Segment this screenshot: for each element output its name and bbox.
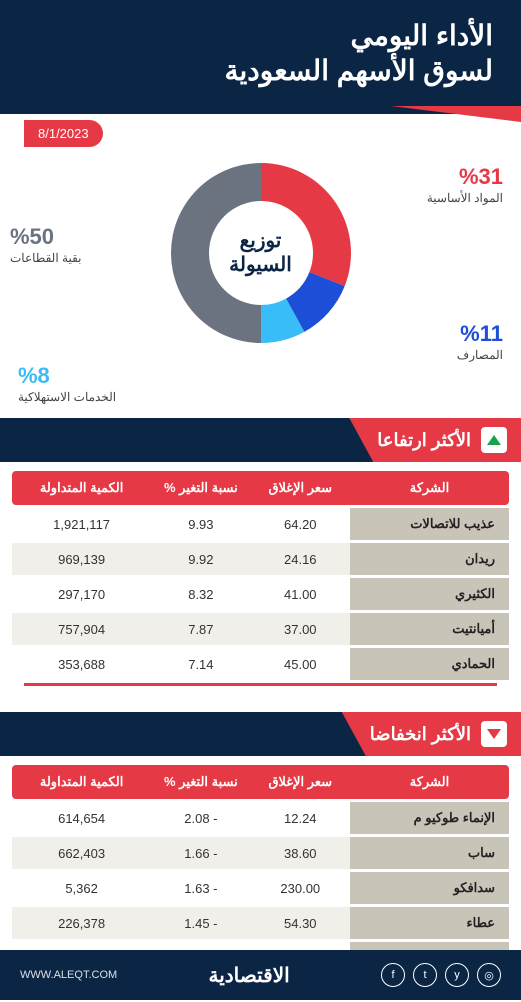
cell-price: 12.24 (251, 802, 350, 834)
col-volume: الكمية المتداولة (12, 765, 151, 799)
cell-company: أميانتيت (350, 613, 509, 645)
segment-pct-0: %31 (427, 164, 503, 190)
twitter-icon[interactable]: t (413, 963, 437, 987)
cell-change: 9.92 (151, 543, 250, 575)
segment-name-3: بقية القطاعات (10, 251, 81, 265)
footer-brand: الاقتصادية (208, 963, 289, 988)
cell-company: الحمادي (350, 648, 509, 680)
title-line1: الأداء اليومي (350, 20, 493, 51)
col-company: الشركة (350, 765, 509, 799)
cell-company: عطاء (350, 907, 509, 939)
cell-price: 24.16 (251, 543, 350, 575)
cell-change: - 1.66 (151, 837, 250, 869)
col-change: نسبة التغير % (151, 471, 250, 505)
table-header-row: الشركة سعر الإغلاق نسبة التغير % الكمية … (12, 471, 509, 505)
gainers-table: الشركة سعر الإغلاق نسبة التغير % الكمية … (12, 468, 509, 683)
cell-price: 54.30 (251, 907, 350, 939)
header: الأداء اليومي لسوق الأسهم السعودية (0, 0, 521, 114)
table-header-row: الشركة سعر الإغلاق نسبة التغير % الكمية … (12, 765, 509, 799)
cell-price: 230.00 (251, 872, 350, 904)
down-arrow-icon (481, 721, 507, 747)
cell-price: 64.20 (251, 508, 350, 540)
cell-company: الإنماء طوكيو م (350, 802, 509, 834)
segment-pct-1: %11 (457, 321, 503, 347)
segment-label-1: %11 المصارف (457, 321, 503, 362)
segment-pct-3: %50 (10, 224, 81, 250)
col-volume: الكمية المتداولة (12, 471, 151, 505)
segment-pct-2: %8 (18, 363, 116, 389)
donut-chart: توزيع السيولة (166, 158, 356, 348)
cell-price: 37.00 (251, 613, 350, 645)
cell-volume: 757,904 (12, 613, 151, 645)
cell-volume: 614,654 (12, 802, 151, 834)
donut-center-line2: السيولة (229, 254, 292, 276)
segment-name-1: المصارف (457, 348, 503, 362)
cell-price: 45.00 (251, 648, 350, 680)
table-row: أميانتيت37.007.87757,904 (12, 613, 509, 645)
col-company: الشركة (350, 471, 509, 505)
table-row: ساب38.60- 1.66662,403 (12, 837, 509, 869)
losers-table: الشركة سعر الإغلاق نسبة التغير % الكمية … (12, 762, 509, 977)
cell-volume: 353,688 (12, 648, 151, 680)
segment-label-0: %31 المواد الأساسية (427, 164, 503, 205)
youtube-icon[interactable]: y (445, 963, 469, 987)
cell-volume: 662,403 (12, 837, 151, 869)
losers-banner: الأكثر انخفاضا (0, 712, 521, 756)
table-row: عطاء54.30- 1.45226,378 (12, 907, 509, 939)
segment-name-0: المواد الأساسية (427, 191, 503, 205)
table-row: سدافكو230.00- 1.635,362 (12, 872, 509, 904)
table-row: الحمادي45.007.14353,688 (12, 648, 509, 680)
cell-company: الكثيري (350, 578, 509, 610)
cell-change: 8.32 (151, 578, 250, 610)
footer: ◎ y t f الاقتصادية WWW.ALEQT.COM (0, 950, 521, 1000)
cell-volume: 969,139 (12, 543, 151, 575)
cell-volume: 297,170 (12, 578, 151, 610)
cell-change: - 2.08 (151, 802, 250, 834)
social-icons: ◎ y t f (381, 963, 501, 987)
date-badge: 8/1/2023 (24, 120, 103, 147)
gainers-table-wrap: الشركة سعر الإغلاق نسبة التغير % الكمية … (0, 462, 521, 708)
gainers-banner: الأكثر ارتفاعا (0, 418, 521, 462)
donut-center-label: توزيع السيولة (229, 229, 292, 277)
cell-price: 41.00 (251, 578, 350, 610)
segment-label-3: %50 بقية القطاعات (10, 224, 81, 265)
cell-change: 7.14 (151, 648, 250, 680)
table-row: عذيب للاتصالات64.209.931,921,117 (12, 508, 509, 540)
page-title: الأداء اليومي لسوق الأسهم السعودية (28, 18, 493, 88)
donut-chart-section: 8/1/2023 توزيع السيولة %31 المواد الأساس… (0, 114, 521, 414)
gainers-underline (24, 683, 497, 686)
title-line2: لسوق الأسهم السعودية (224, 55, 493, 86)
cell-volume: 1,921,117 (12, 508, 151, 540)
cell-company: ساب (350, 837, 509, 869)
donut-center-line1: توزيع (240, 230, 282, 252)
cell-change: - 1.45 (151, 907, 250, 939)
col-price: سعر الإغلاق (251, 471, 350, 505)
facebook-icon[interactable]: f (381, 963, 405, 987)
instagram-icon[interactable]: ◎ (477, 963, 501, 987)
cell-volume: 226,378 (12, 907, 151, 939)
segment-name-2: الخدمات الاستهلاكية (18, 390, 116, 404)
cell-change: 7.87 (151, 613, 250, 645)
cell-change: - 1.63 (151, 872, 250, 904)
cell-company: عذيب للاتصالات (350, 508, 509, 540)
gainers-block: الأكثر ارتفاعا الشركة سعر الإغلاق نسبة ا… (0, 418, 521, 708)
cell-company: سدافكو (350, 872, 509, 904)
cell-price: 38.60 (251, 837, 350, 869)
cell-change: 9.93 (151, 508, 250, 540)
table-row: ريدان24.169.92969,139 (12, 543, 509, 575)
col-change: نسبة التغير % (151, 765, 250, 799)
cell-company: ريدان (350, 543, 509, 575)
table-row: الكثيري41.008.32297,170 (12, 578, 509, 610)
col-price: سعر الإغلاق (251, 765, 350, 799)
up-arrow-icon (481, 427, 507, 453)
table-row: الإنماء طوكيو م12.24- 2.08614,654 (12, 802, 509, 834)
segment-label-2: %8 الخدمات الاستهلاكية (18, 363, 116, 404)
footer-site: WWW.ALEQT.COM (20, 969, 117, 981)
cell-volume: 5,362 (12, 872, 151, 904)
